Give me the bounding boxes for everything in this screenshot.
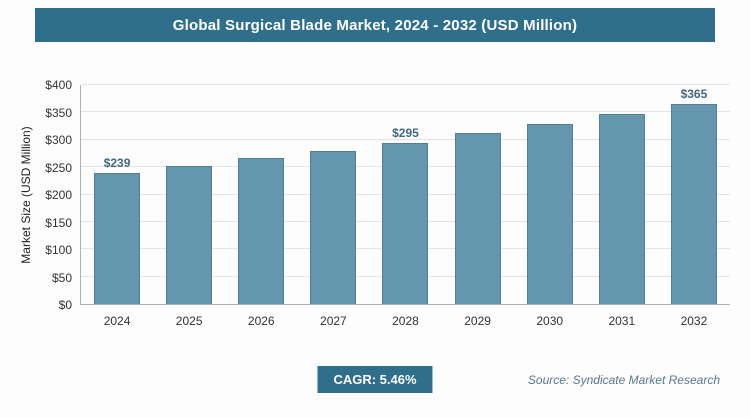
bar-group: $365 2032 bbox=[670, 85, 717, 328]
y-axis-tick: $100 bbox=[45, 243, 72, 257]
y-axis-tick: $300 bbox=[45, 133, 72, 147]
bars-container: $239 2024 2025 2026 2027 $295 2028 2029 2030 2031… bbox=[81, 85, 730, 328]
y-axis-tick: $200 bbox=[45, 188, 72, 202]
y-axis-tick: $50 bbox=[51, 270, 72, 285]
gridline bbox=[81, 111, 730, 113]
bar bbox=[94, 173, 141, 304]
chart-title: Global Surgical Blade Market, 2024 - 203… bbox=[172, 16, 578, 34]
y-axis-tick: $400 bbox=[45, 78, 72, 92]
x-axis-tick: 2024 bbox=[103, 314, 131, 328]
x-axis-tick: 2032 bbox=[680, 314, 708, 328]
bar-group: $295 2028 bbox=[382, 85, 429, 328]
y-axis-tick: $150 bbox=[45, 215, 72, 230]
bar-group: 2031 bbox=[598, 85, 645, 328]
bar bbox=[454, 133, 501, 304]
y-axis-tick: $0 bbox=[58, 298, 72, 312]
bar-group: $239 2024 bbox=[94, 85, 141, 328]
bar bbox=[238, 158, 285, 304]
bar-group: 2025 bbox=[166, 85, 213, 328]
cagr-badge: CAGR: 5.46% bbox=[317, 366, 433, 393]
x-axis-tick: 2029 bbox=[464, 314, 491, 328]
chart-title-bar: Global Surgical Blade Market, 2024 - 203… bbox=[35, 8, 715, 42]
y-axis-tick: $350 bbox=[45, 105, 72, 120]
bar bbox=[598, 114, 645, 304]
bar-group: 2029 bbox=[454, 85, 501, 328]
y-axis-tick: $250 bbox=[45, 160, 72, 175]
bar bbox=[382, 142, 429, 304]
x-axis-tick: 2026 bbox=[247, 314, 275, 328]
bar-group: 2027 bbox=[310, 85, 357, 328]
bar bbox=[166, 166, 213, 304]
bar-value-label: $239 bbox=[103, 156, 131, 171]
x-axis-tick: 2028 bbox=[392, 314, 419, 328]
gridline bbox=[81, 138, 730, 140]
x-axis-tick: 2030 bbox=[536, 314, 564, 328]
x-axis-tick: 2027 bbox=[320, 314, 347, 328]
bar bbox=[670, 104, 717, 304]
bar-value-label: $295 bbox=[392, 125, 419, 140]
bar bbox=[526, 123, 573, 304]
y-axis-ticks: $0 $50 $100 $150 $200 $250 $300 $350 $400 bbox=[30, 78, 80, 312]
chart: Market Size (USD Million) $0 $50 $100 $150 $… bbox=[19, 78, 735, 328]
plot-area: $239 2024 2025 2026 2027 $295 2028 2029 2030 2031… bbox=[80, 84, 730, 328]
x-axis-tick: 2025 bbox=[175, 314, 203, 328]
source-text: Source: Syndicate Market Research bbox=[527, 373, 720, 387]
bar-value-label: $365 bbox=[680, 87, 708, 102]
gridline bbox=[81, 84, 730, 85]
bar-group: 2030 bbox=[526, 85, 573, 328]
bar-group: 2026 bbox=[238, 85, 285, 328]
bar bbox=[310, 150, 357, 304]
x-axis-tick: 2031 bbox=[608, 314, 636, 328]
